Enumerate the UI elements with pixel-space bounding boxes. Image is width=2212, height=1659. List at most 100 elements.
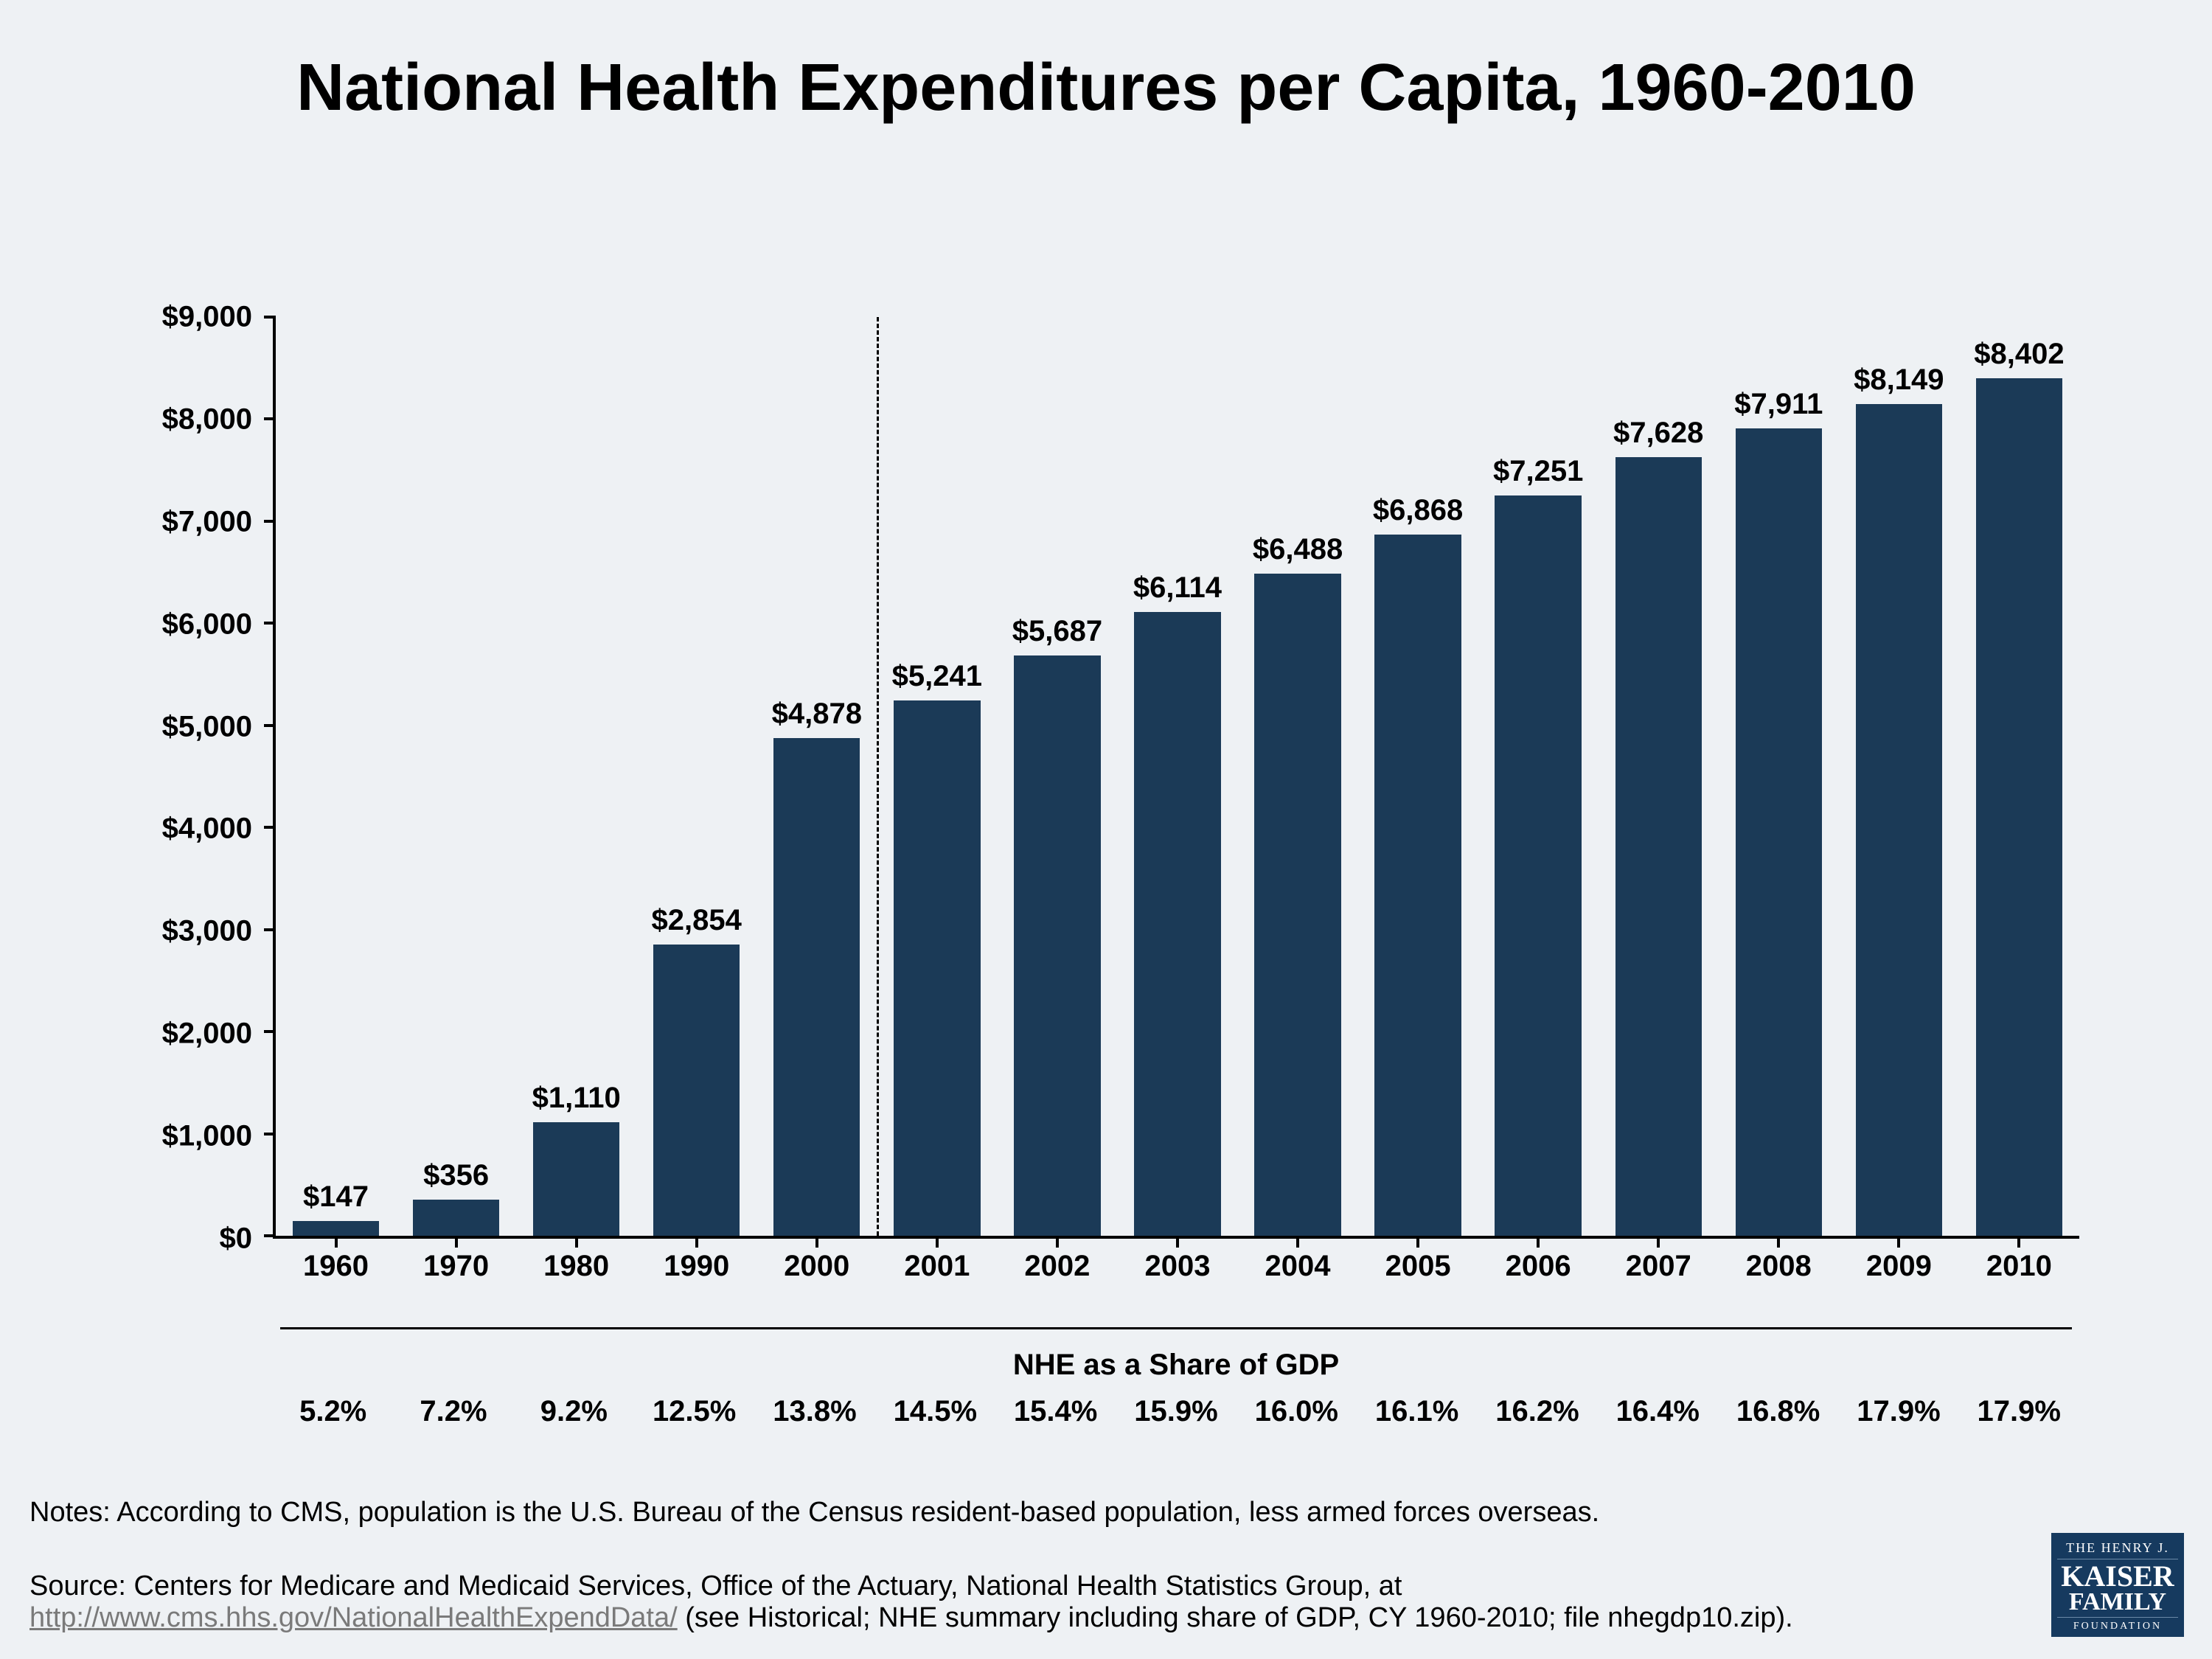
y-tick-label: $3,000 <box>162 915 252 948</box>
bar <box>1014 655 1100 1236</box>
x-tick-label: 2010 <box>1986 1250 2052 1283</box>
bar-slot: $1,1101980 <box>516 317 636 1236</box>
x-tick-mark <box>1296 1236 1299 1248</box>
gdp-value: 16.8% <box>1718 1395 1838 1428</box>
x-tick-label: 2002 <box>1024 1250 1090 1283</box>
y-tick-label: $5,000 <box>162 710 252 743</box>
y-tick-label: $7,000 <box>162 505 252 538</box>
bar-slot: $6,8682005 <box>1358 317 1478 1236</box>
x-tick-label: 2000 <box>784 1250 849 1283</box>
y-tick-mark <box>264 928 276 931</box>
x-tick-mark <box>1897 1236 1900 1248</box>
bar-value-label: $5,687 <box>1012 615 1102 648</box>
chart-title: National Health Expenditures per Capita,… <box>0 0 2212 125</box>
bar-slot: $5,6872002 <box>997 317 1117 1236</box>
x-tick-label: 2005 <box>1385 1250 1451 1283</box>
gdp-value: 16.1% <box>1357 1395 1477 1428</box>
bar <box>1495 495 1581 1236</box>
bar <box>413 1200 499 1236</box>
gdp-value: 15.4% <box>995 1395 1116 1428</box>
bar <box>293 1221 379 1236</box>
source-link[interactable]: http://www.cms.hhs.gov/NationalHealthExp… <box>29 1602 678 1633</box>
y-tick-mark <box>264 316 276 319</box>
bar-value-label: $7,628 <box>1613 417 1703 450</box>
x-tick-mark <box>815 1236 818 1248</box>
bar-slot: $5,2412001 <box>877 317 997 1236</box>
x-tick-label: 2006 <box>1506 1250 1571 1283</box>
gdp-value: 16.0% <box>1237 1395 1357 1428</box>
bar-value-label: $6,114 <box>1133 571 1222 605</box>
bar <box>1976 378 2062 1236</box>
gdp-value: 9.2% <box>514 1395 634 1428</box>
gdp-values-row: 5.2%7.2%9.2%12.5%13.8%14.5%15.4%15.9%16.… <box>273 1395 2079 1428</box>
bar-value-label: $8,149 <box>1854 364 1944 397</box>
bar <box>1615 457 1702 1236</box>
y-tick-mark <box>264 724 276 727</box>
bar-value-label: $7,911 <box>1734 388 1823 421</box>
y-tick-label: $8,000 <box>162 403 252 436</box>
bar-value-label: $356 <box>423 1159 489 1192</box>
gdp-value: 5.2% <box>273 1395 393 1428</box>
y-tick-mark <box>264 1133 276 1135</box>
bar-slot: $4,8782000 <box>757 317 877 1236</box>
era-divider <box>877 317 879 1236</box>
bar-chart: $0$1,000$2,000$3,000$4,000$5,000$6,000$7… <box>125 317 2079 1239</box>
gdp-value: 16.4% <box>1598 1395 1718 1428</box>
gdp-value: 12.5% <box>634 1395 754 1428</box>
y-axis-labels: $0$1,000$2,000$3,000$4,000$5,000$6,000$7… <box>125 317 265 1239</box>
x-tick-mark <box>1176 1236 1179 1248</box>
notes-line: Notes: According to CMS, population is t… <box>29 1497 1991 1528</box>
bar-value-label: $7,251 <box>1493 455 1583 488</box>
bar-slot: $3561970 <box>396 317 516 1236</box>
bar <box>1736 428 1822 1236</box>
y-tick-mark <box>264 1030 276 1033</box>
bar-value-label: $147 <box>303 1180 369 1214</box>
source-suffix: (see Historical; NHE summary including s… <box>678 1602 1793 1633</box>
x-tick-mark <box>455 1236 458 1248</box>
bar <box>533 1122 619 1236</box>
y-tick-label: $9,000 <box>162 301 252 334</box>
x-tick-label: 1990 <box>664 1250 729 1283</box>
x-tick-mark <box>335 1236 338 1248</box>
source-prefix: Source: Centers for Medicare and Medicai… <box>29 1571 1402 1601</box>
x-tick-mark <box>1777 1236 1780 1248</box>
x-tick-mark <box>1056 1236 1059 1248</box>
bar <box>773 738 860 1236</box>
x-tick-label: 2007 <box>1626 1250 1691 1283</box>
bar-slot: $2,8541990 <box>636 317 757 1236</box>
bar <box>1856 404 1942 1236</box>
y-tick-mark <box>264 622 276 625</box>
x-tick-mark <box>1416 1236 1419 1248</box>
bar <box>1134 612 1220 1236</box>
y-tick-mark <box>264 417 276 420</box>
x-tick-mark <box>575 1236 578 1248</box>
bar-value-label: $1,110 <box>532 1082 621 1115</box>
x-tick-label: 2004 <box>1265 1250 1331 1283</box>
gdp-value: 17.9% <box>1838 1395 1958 1428</box>
plot-area: $1471960$3561970$1,1101980$2,8541990$4,8… <box>273 317 2079 1239</box>
x-tick-label: 2001 <box>904 1250 970 1283</box>
y-tick-label: $1,000 <box>162 1120 252 1153</box>
y-tick-mark <box>264 1234 276 1237</box>
logo-line1: THE HENRY J. <box>2057 1540 2178 1559</box>
bar-slot: $7,2512006 <box>1478 317 1599 1236</box>
bar <box>1374 535 1461 1236</box>
logo-line4: FOUNDATION <box>2057 1617 2178 1632</box>
bar-slot: $7,9112008 <box>1719 317 1839 1236</box>
bar-slot: $6,1142003 <box>1117 317 1237 1236</box>
logo-line2: KAISER <box>2057 1562 2178 1590</box>
bar-value-label: $6,868 <box>1373 494 1463 527</box>
y-tick-label: $6,000 <box>162 608 252 641</box>
x-tick-label: 2003 <box>1144 1250 1210 1283</box>
gdp-value: 13.8% <box>754 1395 874 1428</box>
x-tick-mark <box>936 1236 939 1248</box>
y-tick-label: $0 <box>220 1222 253 1256</box>
x-tick-mark <box>2017 1236 2020 1248</box>
bar-slot: $6,4882004 <box>1238 317 1358 1236</box>
bar-value-label: $6,488 <box>1253 533 1343 566</box>
bar-slot: $1471960 <box>276 317 396 1236</box>
gdp-title: NHE as a Share of GDP <box>273 1349 2079 1382</box>
x-tick-label: 2008 <box>1746 1250 1812 1283</box>
source-line: Source: Centers for Medicare and Medicai… <box>29 1571 1991 1634</box>
x-tick-mark <box>695 1236 698 1248</box>
